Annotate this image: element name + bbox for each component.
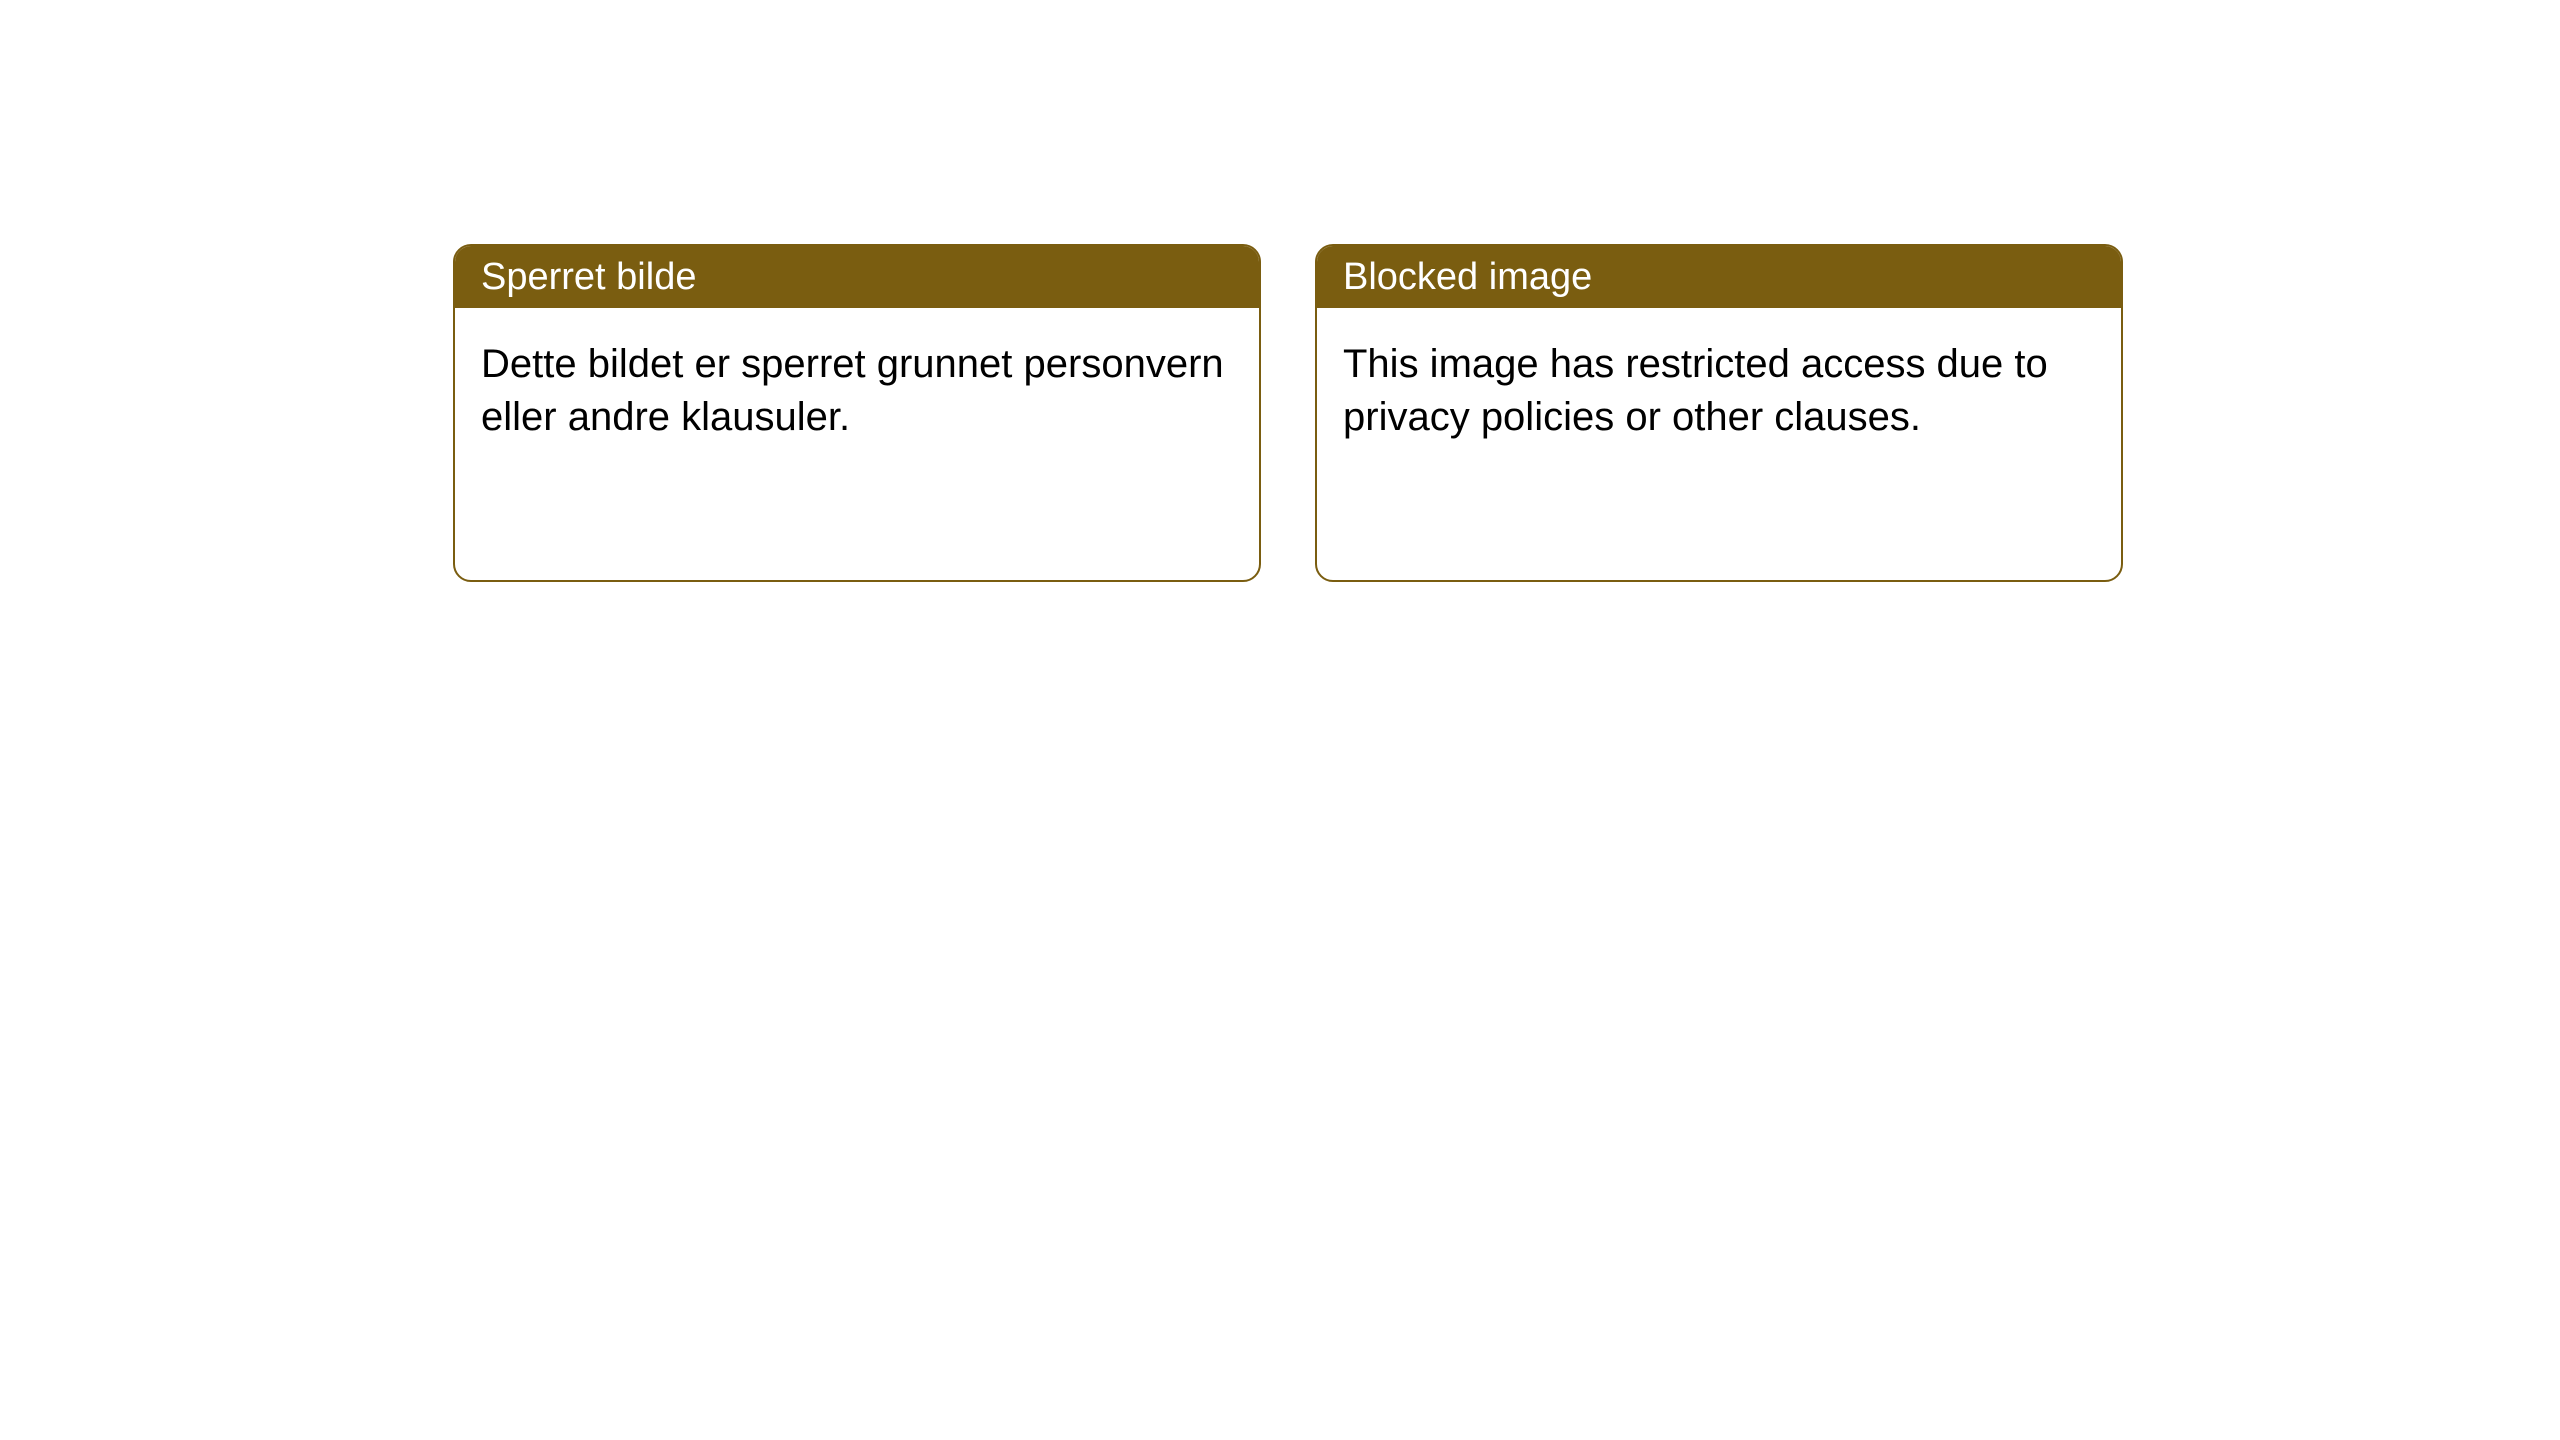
notice-title: Blocked image xyxy=(1317,246,2121,308)
notice-container: Sperret bilde Dette bildet er sperret gr… xyxy=(453,244,2123,582)
notice-body: Dette bildet er sperret grunnet personve… xyxy=(455,308,1259,474)
notice-card-english: Blocked image This image has restricted … xyxy=(1315,244,2123,582)
notice-card-norwegian: Sperret bilde Dette bildet er sperret gr… xyxy=(453,244,1261,582)
notice-title: Sperret bilde xyxy=(455,246,1259,308)
notice-body: This image has restricted access due to … xyxy=(1317,308,2121,474)
